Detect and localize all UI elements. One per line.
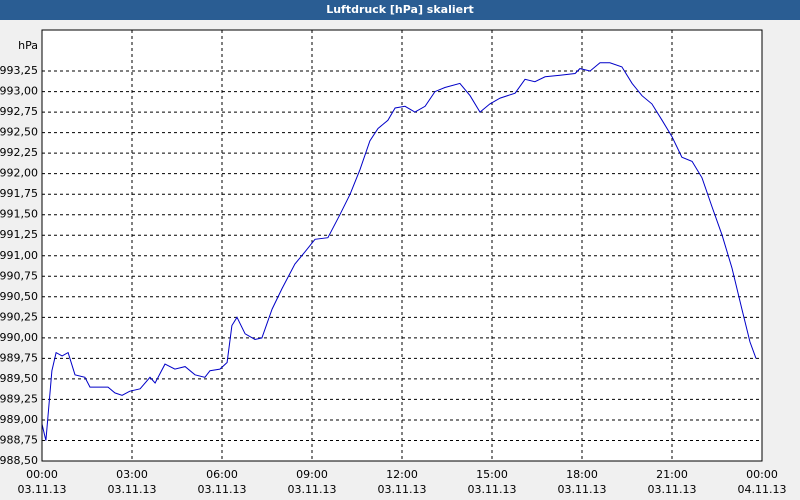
x-tick-date: 04.11.13: [738, 483, 787, 496]
y-tick-label: 993,25: [0, 64, 38, 77]
y-tick-label: 991,50: [0, 208, 38, 221]
y-tick-label: 990,00: [0, 331, 38, 344]
y-tick-label: 990,50: [0, 290, 38, 303]
y-tick-label: 992,50: [0, 126, 38, 139]
x-tick-label: 06:00: [206, 468, 238, 481]
y-tick-label: 988,75: [0, 433, 38, 446]
y-tick-label: 989,75: [0, 351, 38, 364]
x-tick-label: 03:00: [116, 468, 148, 481]
x-tick-date: 03.11.13: [18, 483, 67, 496]
x-tick-date: 03.11.13: [378, 483, 427, 496]
y-tick-label: 992,25: [0, 146, 38, 159]
chart-title: Luftdruck [hPa] skaliert: [326, 3, 474, 16]
x-tick-date: 03.11.13: [198, 483, 247, 496]
y-axis-label: hPa: [18, 39, 38, 52]
title-bar: [0, 0, 800, 20]
x-tick-date: 03.11.13: [108, 483, 157, 496]
y-tick-label: 990,75: [0, 269, 38, 282]
x-tick-label: 18:00: [566, 468, 598, 481]
x-tick-label: 15:00: [476, 468, 508, 481]
plot-border: [41, 29, 763, 462]
y-tick-label: 991,00: [0, 249, 38, 262]
y-tick-label: 988,50: [0, 454, 38, 467]
y-tick-label: 991,75: [0, 187, 38, 200]
x-tick-date: 03.11.13: [558, 483, 607, 496]
y-tick-label: 989,25: [0, 392, 38, 405]
y-tick-label: 993,00: [0, 85, 38, 98]
y-tick-label: 992,75: [0, 105, 38, 118]
x-tick-label: 12:00: [386, 468, 418, 481]
x-tick-date: 03.11.13: [288, 483, 337, 496]
x-tick-date: 03.11.13: [648, 483, 697, 496]
x-tick-label: 00:00: [26, 468, 58, 481]
x-tick-label: 21:00: [656, 468, 688, 481]
x-tick-date: 03.11.13: [468, 483, 517, 496]
data-line: [41, 62, 757, 441]
y-tick-label: 991,25: [0, 228, 38, 241]
y-tick-label: 992,00: [0, 167, 38, 180]
plot-area: [41, 29, 763, 462]
x-tick-label: 00:00: [746, 468, 778, 481]
y-tick-label: 989,50: [0, 372, 38, 385]
x-tick-label: 09:00: [296, 468, 328, 481]
y-tick-label: 990,25: [0, 310, 38, 323]
y-tick-label: 989,00: [0, 413, 38, 426]
